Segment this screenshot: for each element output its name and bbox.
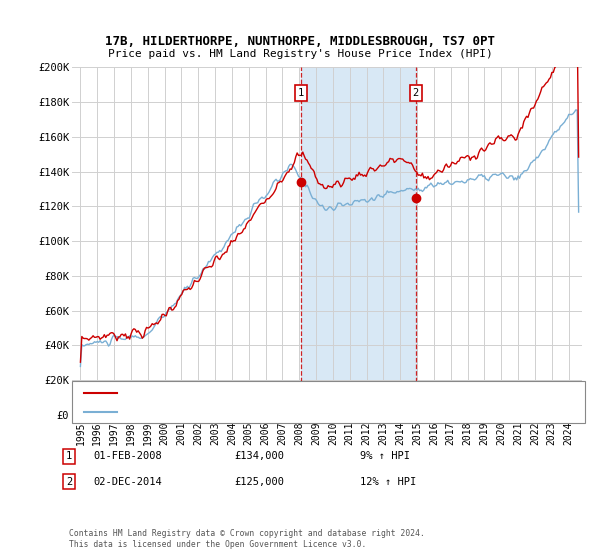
Text: 17B, HILDERTHORPE, NUNTHORPE, MIDDLESBROUGH, TS7 0PT: 17B, HILDERTHORPE, NUNTHORPE, MIDDLESBRO… [105, 35, 495, 48]
Text: 01-FEB-2008: 01-FEB-2008 [93, 451, 162, 461]
Text: 12% ↑ HPI: 12% ↑ HPI [360, 477, 416, 487]
Text: Contains HM Land Registry data © Crown copyright and database right 2024.
This d: Contains HM Land Registry data © Crown c… [69, 529, 425, 549]
Text: 9% ↑ HPI: 9% ↑ HPI [360, 451, 410, 461]
Text: 1: 1 [298, 88, 304, 99]
Text: 02-DEC-2014: 02-DEC-2014 [93, 477, 162, 487]
Text: 2: 2 [413, 88, 419, 99]
Text: 1: 1 [66, 451, 72, 461]
Text: £125,000: £125,000 [234, 477, 284, 487]
Text: Price paid vs. HM Land Registry's House Price Index (HPI): Price paid vs. HM Land Registry's House … [107, 49, 493, 59]
Text: 2: 2 [66, 477, 72, 487]
Bar [301, 67, 416, 415]
Text: £134,000: £134,000 [234, 451, 284, 461]
Text: 17B, HILDERTHORPE, NUNTHORPE, MIDDLESBROUGH, TS7 0PT (semi-detached house): 17B, HILDERTHORPE, NUNTHORPE, MIDDLESBRO… [123, 388, 521, 397]
Text: HPI: Average price, semi-detached house, Middlesbrough: HPI: Average price, semi-detached house,… [123, 408, 413, 417]
